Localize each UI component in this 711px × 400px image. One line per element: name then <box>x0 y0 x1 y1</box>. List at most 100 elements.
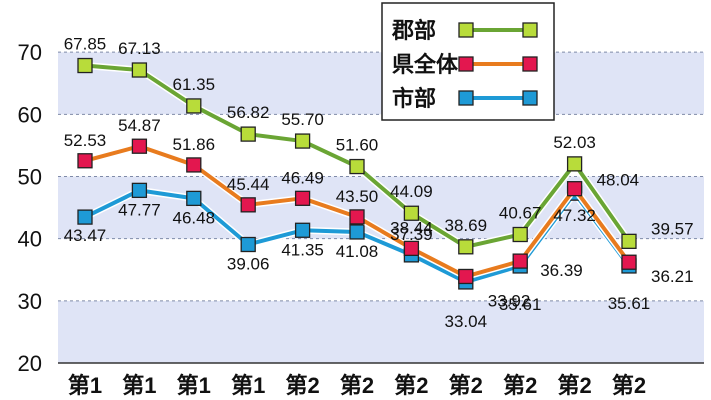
data-label: 55.70 <box>281 110 324 129</box>
legend-marker <box>458 22 474 38</box>
data-point <box>349 224 365 240</box>
x-axis: 第1 第1 第1 第1 第2 第2 第2 第2 第2 第2 第2 <box>68 373 646 398</box>
x-tick-label: 第1 <box>177 373 211 398</box>
legend-label: 県全体 <box>392 52 459 77</box>
data-label: 52.53 <box>64 131 107 150</box>
y-tick-label: 80 <box>18 0 42 3</box>
data-point <box>294 133 311 149</box>
data-point <box>512 226 528 243</box>
x-tick-label: 第2 <box>449 373 483 398</box>
legend-marker <box>522 22 538 38</box>
series-1 <box>77 138 637 285</box>
data-label: 39.57 <box>651 219 694 238</box>
legend-marker <box>522 56 538 72</box>
data-point <box>621 254 637 270</box>
data-point <box>240 126 256 142</box>
x-tick-label: 第1 <box>122 373 156 398</box>
data-point <box>131 182 148 199</box>
data-label: 38.69 <box>445 216 488 235</box>
grid-lines <box>58 51 704 364</box>
data-point <box>294 190 311 206</box>
data-point <box>566 181 583 197</box>
data-label: 46.49 <box>281 168 324 187</box>
data-label: 43.50 <box>336 187 379 206</box>
data-point <box>294 222 311 238</box>
data-point <box>403 205 420 221</box>
data-label: 43.47 <box>64 226 107 245</box>
data-point <box>77 57 93 74</box>
data-point <box>240 236 256 253</box>
data-label: 33.92 <box>488 291 531 310</box>
data-label: 37.39 <box>390 225 433 244</box>
plot-band <box>58 114 704 177</box>
x-tick-label: 第2 <box>612 373 646 398</box>
data-label: 44.09 <box>390 182 433 201</box>
x-tick-label: 第1 <box>231 373 265 398</box>
data-label: 67.85 <box>64 35 107 54</box>
data-label: 35.61 <box>608 294 651 313</box>
data-label: 36.21 <box>651 267 694 286</box>
data-point <box>186 98 202 114</box>
data-label: 51.60 <box>336 136 379 155</box>
data-label: 41.08 <box>336 242 379 261</box>
legend-marker <box>522 90 538 106</box>
data-point <box>131 62 148 78</box>
plot-band <box>58 300 704 363</box>
data-labels: 67.85 67.13 61.35 56.82 55.70 51.60 44.09 38.69… <box>64 35 694 331</box>
data-point <box>349 209 365 225</box>
data-point <box>403 240 420 257</box>
data-label: 51.86 <box>173 135 216 154</box>
data-point <box>77 209 93 225</box>
y-tick-label: 20 <box>18 351 42 376</box>
data-point <box>566 156 583 172</box>
legend-marker <box>458 56 474 72</box>
data-label: 33.04 <box>445 312 488 331</box>
y-axis: 20 30 40 50 60 70 80 <box>18 0 42 376</box>
x-tick-label: 第2 <box>340 373 374 398</box>
data-point <box>240 197 256 213</box>
data-label: 48.04 <box>597 171 640 190</box>
series-layer <box>77 57 637 290</box>
data-point <box>458 239 474 255</box>
y-tick-label: 30 <box>18 289 42 314</box>
data-label: 56.82 <box>227 103 270 122</box>
data-point <box>186 157 202 173</box>
legend-label: 市部 <box>392 86 436 111</box>
y-tick-label: 50 <box>18 165 42 190</box>
data-label: 36.39 <box>540 261 583 280</box>
x-tick-label: 第2 <box>503 373 537 398</box>
legend-label: 郡部 <box>391 18 436 43</box>
legend-marker <box>458 90 474 106</box>
x-tick-label: 第2 <box>394 373 428 398</box>
data-label: 45.44 <box>227 175 270 194</box>
data-label: 46.48 <box>173 208 216 227</box>
y-tick-label: 60 <box>18 102 42 127</box>
plot-band <box>58 238 704 301</box>
data-label: 47.77 <box>118 200 161 219</box>
data-label: 35.61 <box>499 295 542 314</box>
data-point <box>458 268 474 285</box>
data-label: 67.13 <box>118 39 161 58</box>
data-point <box>349 158 365 175</box>
data-label: 39.06 <box>227 255 270 274</box>
series-0 <box>77 57 637 255</box>
data-label: 52.03 <box>553 133 596 152</box>
data-point <box>621 233 637 249</box>
data-point <box>186 190 202 207</box>
data-label: 54.87 <box>118 116 161 135</box>
y-tick-label: 40 <box>18 227 42 252</box>
data-point <box>512 253 528 269</box>
y-tick-label: 70 <box>18 40 42 65</box>
x-tick-label: 第2 <box>285 373 319 398</box>
data-label: 38.44 <box>390 218 433 237</box>
data-point <box>131 138 148 154</box>
x-tick-label: 第2 <box>557 373 591 398</box>
data-label: 47.32 <box>553 206 596 225</box>
data-label: 40.67 <box>499 204 542 223</box>
plot-band <box>58 0 704 53</box>
data-point <box>77 153 93 169</box>
x-tick-label: 第1 <box>68 373 102 398</box>
data-label: 41.35 <box>281 240 324 259</box>
